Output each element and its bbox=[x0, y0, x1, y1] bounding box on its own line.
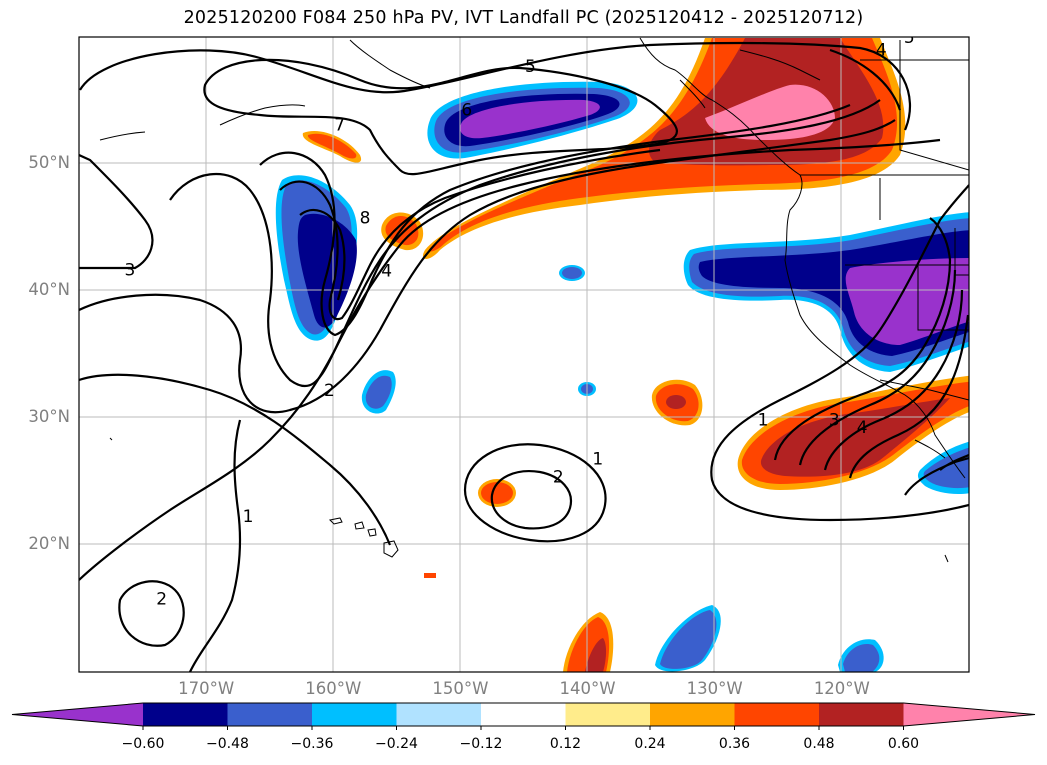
lon-tick-label: 170°W bbox=[178, 679, 235, 698]
colorbar-tick-label: −0.36 bbox=[290, 736, 334, 752]
colorbar-swatch bbox=[396, 703, 482, 726]
colorbar-tick-label: −0.24 bbox=[375, 736, 418, 752]
colorbar-tick-label: 0.36 bbox=[718, 736, 751, 752]
colorbar-swatch bbox=[565, 703, 651, 726]
colorbar-extend-low bbox=[12, 703, 143, 726]
contour-line-5 bbox=[203, 58, 678, 176]
contour-line-1-subtropical bbox=[463, 443, 607, 543]
colorbar-tick-label: −0.60 bbox=[121, 736, 165, 752]
colorbar-tick-label: 0.24 bbox=[634, 736, 666, 752]
lat-tick-label: 20°N bbox=[28, 534, 70, 553]
plot-title: 2025120200 F084 250 hPa PV, IVT Landfall… bbox=[183, 8, 864, 28]
lon-tick-label: 120°W bbox=[813, 679, 870, 698]
contour-label: 6 bbox=[461, 100, 472, 120]
contour-label: 4 bbox=[876, 41, 887, 61]
lon-tick-label: 150°W bbox=[432, 679, 489, 698]
contour-label: 1 bbox=[758, 410, 769, 430]
contour-line-3 bbox=[79, 153, 154, 270]
lat-tick-label: 40°N bbox=[28, 280, 70, 299]
contour-label: 3 bbox=[124, 260, 135, 280]
contour-label: 4 bbox=[381, 262, 392, 282]
colorbar-extend-high bbox=[903, 703, 1035, 726]
contour-label: 2 bbox=[156, 589, 167, 609]
colorbar-swatch bbox=[227, 703, 313, 726]
contour-line-4 bbox=[79, 41, 912, 131]
contour-label: 1 bbox=[592, 450, 603, 470]
contour-label: 2 bbox=[324, 381, 335, 401]
contour-label: 5 bbox=[525, 57, 536, 77]
contour-label: 2 bbox=[553, 467, 564, 487]
map-gridlines bbox=[79, 37, 969, 672]
colorbar-tick-label: −0.48 bbox=[206, 736, 249, 752]
lat-tick-label: 30°N bbox=[28, 407, 70, 426]
colorbar-tick-label: 0.48 bbox=[803, 736, 835, 752]
colorbar-tick-label: −0.12 bbox=[459, 736, 503, 752]
lon-tick-label: 130°W bbox=[686, 679, 743, 698]
lat-tick-label: 50°N bbox=[28, 153, 70, 172]
colorbar bbox=[11, 702, 1036, 730]
contour-label: 1 bbox=[243, 507, 254, 527]
coastlines bbox=[99, 37, 969, 563]
lon-tick-label: 160°W bbox=[305, 679, 362, 698]
colorbar-swatch bbox=[819, 703, 904, 726]
colorbar-tick-label: 0.60 bbox=[887, 736, 920, 752]
colorbar-tick-label: 0.12 bbox=[549, 736, 582, 752]
colorbar-swatch bbox=[312, 703, 397, 726]
contour-line-1-southeast bbox=[710, 184, 969, 522]
pv-contours bbox=[79, 41, 969, 672]
contour-label: 8 bbox=[360, 208, 371, 228]
contour-label: 7 bbox=[334, 116, 345, 136]
map-frame bbox=[78, 36, 970, 673]
colorbar-swatch bbox=[481, 703, 566, 726]
lon-tick-label: 140°W bbox=[559, 679, 616, 698]
contour-label: 4 bbox=[857, 418, 868, 438]
colorbar-swatch bbox=[143, 703, 228, 726]
contour-label: 3 bbox=[829, 410, 840, 430]
colorbar-swatch bbox=[650, 703, 735, 726]
contour-line-2-subtropical bbox=[490, 470, 573, 530]
contour-label: 5 bbox=[904, 28, 915, 48]
colorbar-swatch bbox=[734, 703, 820, 726]
